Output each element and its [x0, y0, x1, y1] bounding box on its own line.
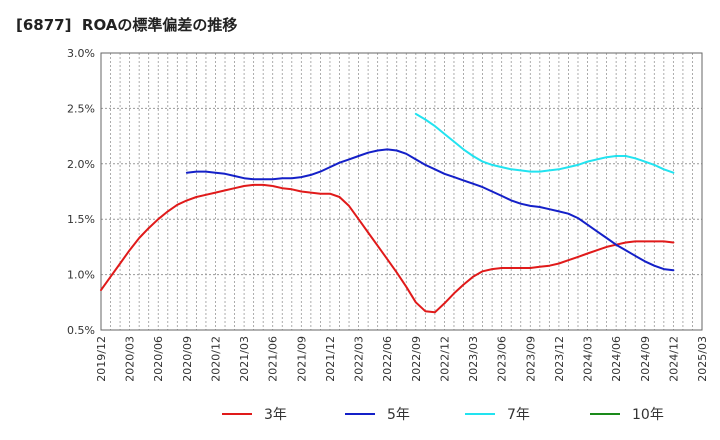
x-tick-label: 2021/03: [238, 336, 251, 382]
x-tick-label: 2024/12: [667, 336, 680, 382]
plot-border: [100, 52, 703, 331]
x-tick-label: 2024/06: [610, 336, 623, 382]
legend-label-3: 7年: [507, 407, 530, 423]
y-tick-label: 1.5%: [67, 213, 95, 226]
x-tick-label: 2025/03: [696, 336, 709, 382]
legend-label-4: 10年: [632, 407, 664, 423]
y-tick-label: 3.0%: [67, 47, 95, 60]
x-tick-label: 2022/12: [438, 336, 451, 382]
y-tick-label: 2.5%: [67, 102, 95, 115]
x-tick-label: 2021/09: [295, 336, 308, 382]
x-tick-label: 2024/03: [582, 336, 595, 382]
x-tick-label: 2022/03: [353, 336, 366, 382]
x-tick-label: 2020/06: [152, 336, 165, 382]
series-line-2: [185, 148, 675, 272]
x-tick-label: 2024/09: [639, 336, 652, 382]
x-tick-label: 2019/12: [95, 336, 108, 382]
x-tick-label: 2021/12: [324, 336, 337, 382]
series-line-3: [414, 112, 675, 174]
legend-label-2: 5年: [387, 407, 410, 423]
x-tick-label: 2023/09: [524, 336, 537, 382]
y-tick-label: 0.5%: [67, 324, 95, 337]
plot-area: [101, 53, 702, 330]
x-tick-label: 2021/06: [267, 336, 280, 382]
y-tick-label: 1.0%: [67, 269, 95, 282]
x-tick-label: 2020/12: [209, 336, 222, 382]
x-tick-label: 2020/03: [124, 336, 137, 382]
x-tick-label: 2023/03: [467, 336, 480, 382]
legend-label-1: 3年: [264, 407, 287, 423]
y-tick-label: 2.0%: [67, 158, 95, 171]
chart-title: [6877] ROAの標準偏差の推移: [16, 16, 238, 34]
x-tick-label: 2023/12: [553, 336, 566, 382]
x-tick-label: 2020/09: [181, 336, 194, 382]
x-tick-label: 2022/09: [410, 336, 423, 382]
x-tick-label: 2023/06: [496, 336, 509, 382]
x-tick-label: 2022/06: [381, 336, 394, 382]
series-line-1: [100, 183, 675, 314]
